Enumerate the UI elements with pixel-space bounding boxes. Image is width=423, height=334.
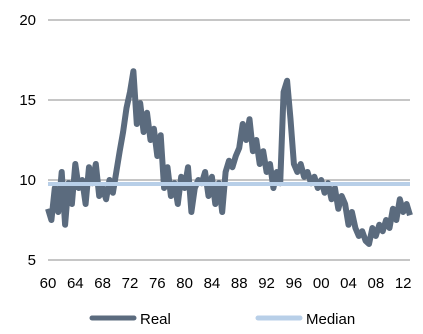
y-tick-label: 5	[28, 252, 36, 269]
x-axis: 60 64 68 72 76 80 84 88 92 96 00 04 08 12	[40, 275, 412, 292]
legend: Real Median	[89, 311, 355, 328]
y-axis: 5 10 15 20	[19, 12, 36, 269]
y-tick-label: 20	[19, 12, 36, 29]
x-tick-label: 76	[149, 275, 166, 292]
y-tick-label: 10	[19, 172, 36, 189]
x-tick-label: 92	[258, 275, 275, 292]
x-tick-label: 08	[368, 275, 385, 292]
x-tick-label: 04	[340, 275, 357, 292]
legend-label-median: Median	[306, 311, 355, 328]
x-tick-label: 96	[286, 275, 303, 292]
series-line-real	[45, 68, 413, 247]
x-tick-label: 88	[231, 275, 248, 292]
x-tick-label: 80	[176, 275, 193, 292]
x-tick-label: 72	[122, 275, 139, 292]
x-tick-label: 64	[67, 275, 84, 292]
x-tick-label: 00	[313, 275, 330, 292]
plot-area	[45, 68, 413, 247]
y-tick-label: 15	[19, 92, 36, 109]
x-tick-label: 84	[204, 275, 221, 292]
x-tick-label: 12	[395, 275, 412, 292]
legend-label-real: Real	[140, 311, 171, 328]
x-tick-label: 60	[40, 275, 57, 292]
x-tick-label: 68	[94, 275, 111, 292]
